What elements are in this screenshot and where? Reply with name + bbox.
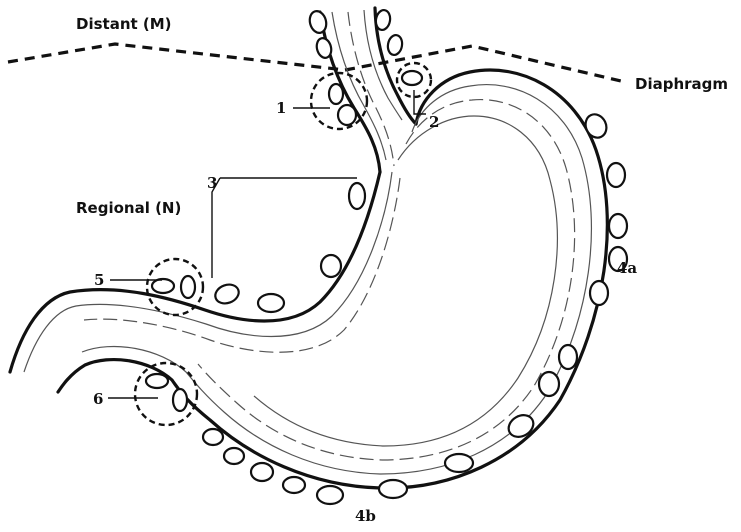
diaphragm-line — [7, 42, 626, 84]
lymph-node — [374, 8, 392, 32]
lymph-node — [400, 69, 424, 87]
lymph-node — [443, 452, 475, 474]
lymph-node — [150, 277, 176, 295]
lymph-node — [607, 245, 629, 273]
station-3-label: 3 — [207, 174, 217, 192]
lymph-node — [557, 343, 579, 371]
lymph-node — [537, 370, 561, 398]
diaphragm-label: Diaphragm — [635, 75, 728, 93]
lymph-node — [605, 161, 627, 189]
lymph-node — [584, 113, 608, 139]
lymph-node — [214, 283, 240, 305]
leader-lines — [108, 90, 426, 399]
lymph-node — [281, 475, 307, 495]
lymph-node — [327, 82, 345, 106]
station-4a-label: 4a — [617, 259, 637, 277]
station-6-circle — [133, 361, 199, 427]
lymph-node — [319, 253, 343, 279]
lymph-node — [222, 446, 246, 466]
station-1-label: 1 — [276, 99, 286, 117]
station-5-circle — [145, 257, 205, 317]
leader-3-bracket — [211, 177, 221, 278]
lymph-node — [315, 484, 345, 506]
lymph-node — [201, 427, 225, 447]
lymph-node — [607, 212, 629, 240]
lymph-node — [588, 279, 610, 307]
station-6-label: 6 — [93, 390, 103, 408]
lymph-node — [144, 372, 170, 390]
stomach — [8, 68, 609, 490]
station-circles — [133, 61, 433, 427]
lymph-node — [377, 478, 409, 500]
lymph-node — [507, 414, 535, 438]
lymph-nodes — [144, 8, 629, 506]
lymph-node — [308, 10, 328, 34]
lymph-node — [179, 274, 197, 300]
lymph-node — [386, 33, 404, 57]
lymph-node — [315, 37, 333, 59]
station-2-label: 2 — [429, 113, 439, 131]
regional-label: Regional (N) — [76, 199, 181, 217]
station-2-circle — [395, 61, 433, 99]
lymph-node — [347, 181, 367, 211]
lymph-node — [336, 103, 358, 127]
station-1-circle — [309, 71, 369, 131]
lymph-node — [171, 387, 189, 413]
lymph-node — [256, 292, 286, 314]
leader-2 — [413, 90, 426, 115]
station-4b-label: 4b — [355, 507, 376, 525]
lymph-node — [249, 461, 275, 483]
station-5-label: 5 — [94, 271, 104, 289]
distant-label: Distant (M) — [76, 15, 172, 33]
